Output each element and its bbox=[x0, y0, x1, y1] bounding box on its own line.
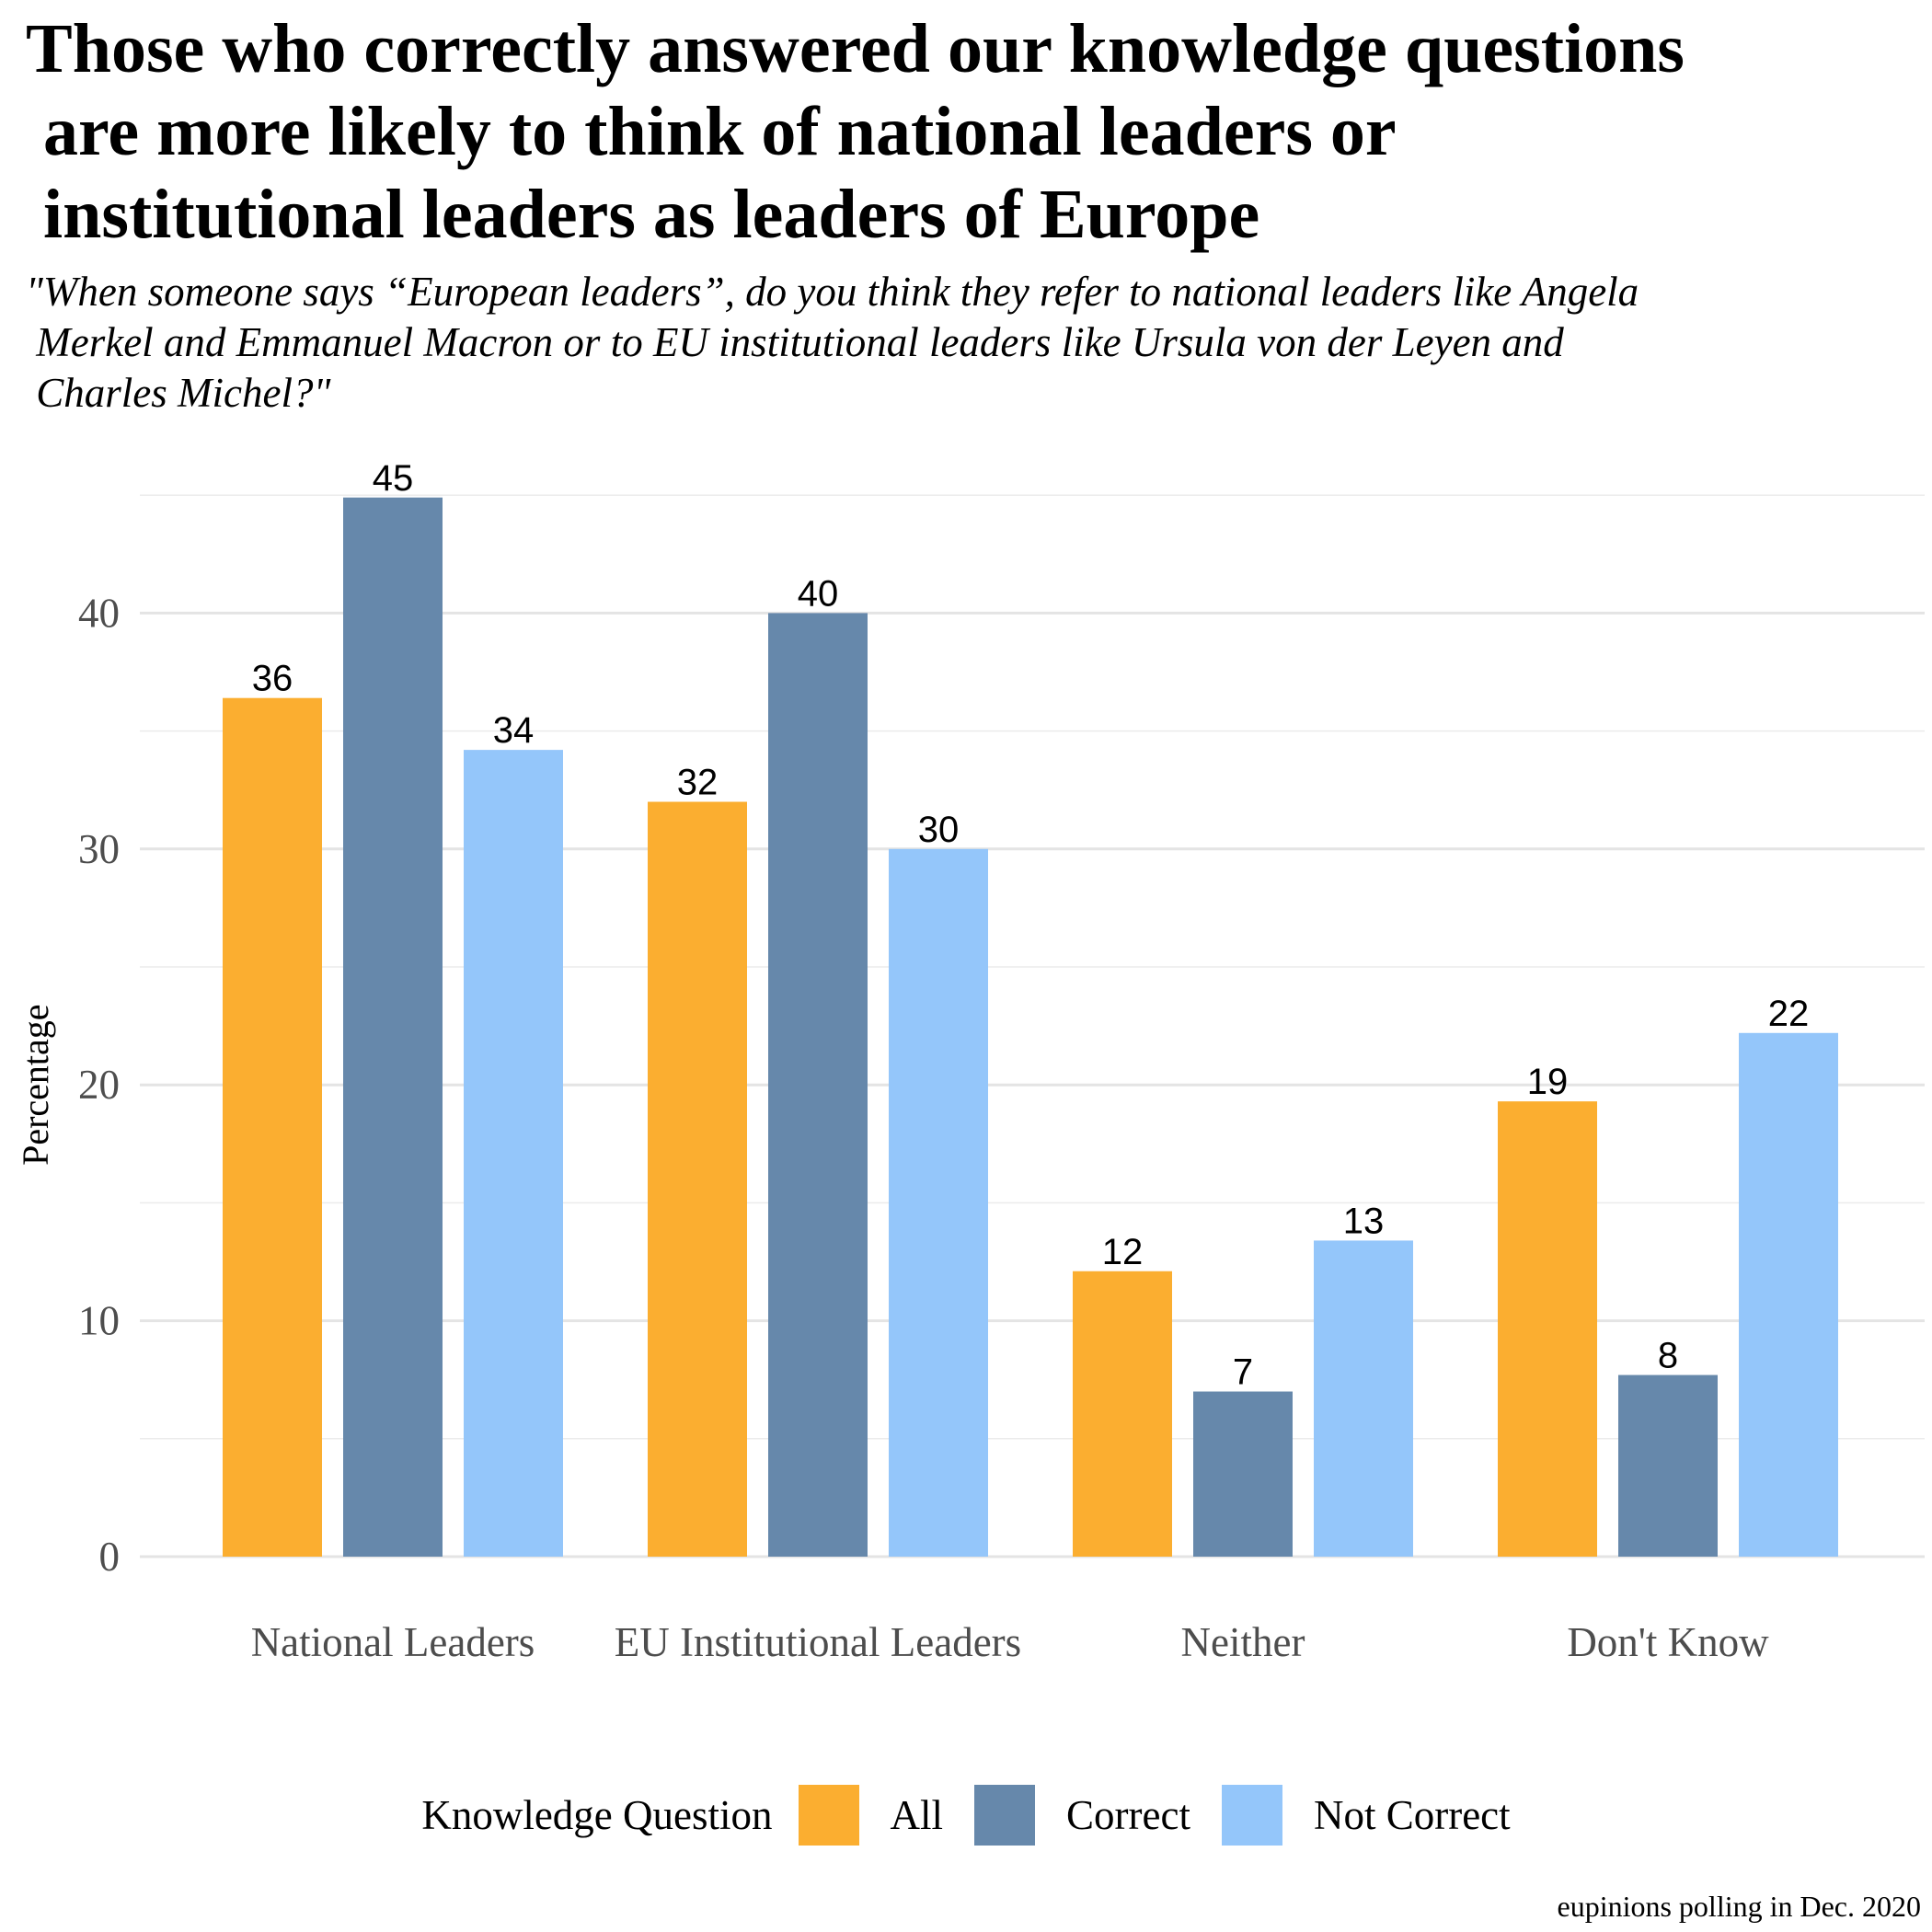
chart-subtitle-line: "When someone says “European leaders”, d… bbox=[26, 269, 1639, 315]
bar-all-neither bbox=[1073, 1271, 1172, 1557]
legend-title: Knowledge Question bbox=[421, 1792, 773, 1838]
bar-value-label: 45 bbox=[373, 458, 414, 499]
legend-item-all: All bbox=[798, 1785, 944, 1846]
chart-legend: Knowledge Question All Correct Not Corre… bbox=[0, 1783, 1932, 1847]
bar-all-don-t-know bbox=[1498, 1101, 1597, 1557]
bar-value-label: 34 bbox=[493, 710, 535, 751]
source-caption: eupinions polling in Dec. 2020 bbox=[1557, 1890, 1921, 1923]
chart-title-line: are more likely to think of national lea… bbox=[26, 93, 1397, 170]
legend-label-correct: Correct bbox=[1066, 1792, 1190, 1838]
chart-subtitle-line: Charles Michel?" bbox=[26, 370, 331, 416]
legend-swatch-not-correct bbox=[1221, 1785, 1282, 1846]
y-tick-label: 30 bbox=[78, 826, 120, 872]
bar-correct-don-t-know bbox=[1618, 1374, 1718, 1557]
legend-label-all: All bbox=[890, 1792, 944, 1838]
bar-value-label: 8 bbox=[1658, 1336, 1678, 1376]
y-tick-label: 10 bbox=[78, 1298, 120, 1344]
legend-swatch-correct bbox=[974, 1785, 1036, 1846]
bar-correct-eu-institutional-leaders bbox=[768, 613, 868, 1557]
bar-value-label: 30 bbox=[918, 810, 960, 850]
y-tick-label: 40 bbox=[78, 590, 120, 636]
bar-all-eu-institutional-leaders bbox=[648, 801, 747, 1557]
bar-value-label: 32 bbox=[677, 763, 719, 803]
bar-value-label: 19 bbox=[1527, 1062, 1569, 1102]
chart-subtitle: "When someone says “European leaders”, d… bbox=[26, 267, 1921, 419]
x-tick-label: Don't Know bbox=[1567, 1619, 1769, 1665]
bar-value-label: 12 bbox=[1102, 1232, 1144, 1272]
bar-all-national-leaders bbox=[223, 697, 322, 1557]
bar-value-label: 13 bbox=[1343, 1201, 1385, 1241]
bar-value-label: 7 bbox=[1233, 1352, 1253, 1393]
x-tick-label: National Leaders bbox=[251, 1619, 535, 1665]
legend-label-not-correct: Not Correct bbox=[1313, 1792, 1511, 1838]
bar-correct-national-leaders bbox=[343, 497, 443, 1558]
bar-value-label: 22 bbox=[1768, 994, 1810, 1034]
chart-subtitle-line: Merkel and Emmanuel Macron or to EU inst… bbox=[26, 319, 1564, 365]
bar-value-label: 36 bbox=[252, 659, 293, 699]
chart-title-line: Those who correctly answered our knowled… bbox=[26, 10, 1685, 87]
bar-correct-neither bbox=[1193, 1391, 1293, 1557]
bar-not-correct-eu-institutional-leaders bbox=[889, 848, 988, 1557]
legend-item-not-correct: Not Correct bbox=[1221, 1785, 1511, 1846]
bar-not-correct-neither bbox=[1314, 1240, 1413, 1557]
chart-title-line: institutional leaders as leaders of Euro… bbox=[26, 176, 1260, 253]
bar-not-correct-national-leaders bbox=[464, 750, 563, 1557]
bar-value-label: 40 bbox=[798, 573, 839, 614]
chart-title: Those who correctly answered our knowled… bbox=[26, 7, 1921, 256]
legend-item-correct: Correct bbox=[974, 1785, 1190, 1846]
bar-chart: 0 10 20 30 40 Percentage 36 45 34 National Leader… bbox=[15, 458, 1925, 1665]
y-tick-label: 20 bbox=[78, 1062, 120, 1108]
x-tick-label: EU Institutional Leaders bbox=[615, 1619, 1021, 1665]
y-tick-label: 0 bbox=[99, 1534, 121, 1580]
y-axis-title: Percentage bbox=[15, 1004, 56, 1165]
legend-swatch-all bbox=[798, 1785, 859, 1846]
bar-not-correct-don-t-know bbox=[1739, 1032, 1838, 1557]
x-tick-label: Neither bbox=[1181, 1619, 1305, 1665]
